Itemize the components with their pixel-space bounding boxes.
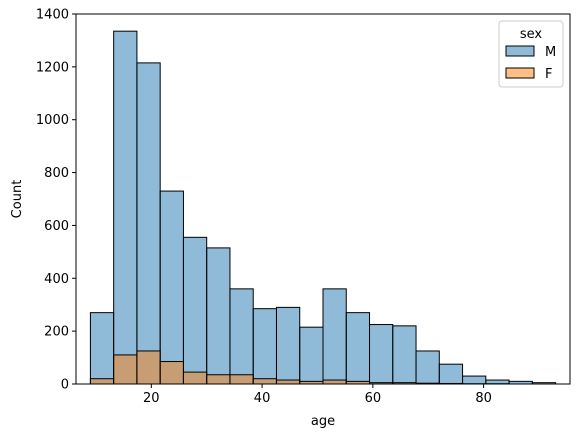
bar-m-0: [89, 312, 115, 385]
x-tick-label: 20: [143, 391, 160, 406]
plot-frame: [75, 13, 571, 385]
bar-f-10: [322, 379, 347, 385]
y-axis: 0 200 400 600 800 1000 1200 1400: [36, 8, 76, 393]
y-axis-title: Count: [10, 180, 25, 219]
legend-swatch-m: [505, 45, 535, 57]
bar-f-8: [275, 379, 301, 385]
bar-f-7: [252, 378, 277, 385]
legend: sex M F: [498, 20, 564, 88]
y-tick-label: 1000: [36, 113, 69, 128]
bar-m-9: [299, 326, 324, 385]
y-tick-label: 800: [44, 166, 69, 181]
bar-m-15: [438, 363, 464, 385]
bar-m-2: [136, 62, 161, 385]
bar-f-0: [89, 378, 115, 385]
bar-m-3: [159, 190, 184, 385]
x-tick-label: 80: [475, 391, 492, 406]
y-tick-label: 0: [61, 378, 69, 393]
series-m-bars: [89, 30, 557, 385]
legend-swatch-f: [505, 67, 535, 79]
x-axis: 20 40 60 80: [143, 384, 492, 406]
legend-label-f: F: [545, 67, 552, 82]
bar-m-14: [415, 350, 440, 385]
y-tick-label: 200: [44, 325, 69, 340]
bar-f-3: [159, 361, 184, 385]
x-tick-label: 60: [365, 391, 382, 406]
bar-f-2: [136, 350, 161, 385]
bar-m-5: [206, 247, 231, 385]
y-tick-label: 1200: [36, 60, 69, 75]
bar-m-16: [462, 375, 487, 385]
bar-f-4: [182, 371, 208, 385]
bar-f-5: [206, 374, 231, 385]
bar-m-12: [369, 324, 394, 385]
bar-m-7: [252, 308, 277, 385]
bar-m-11: [345, 312, 371, 385]
y-tick-label: 600: [44, 219, 69, 234]
y-tick-label: 400: [44, 272, 69, 287]
bar-m-4: [182, 236, 208, 385]
bar-m-10: [322, 288, 347, 385]
bar-m-6: [229, 288, 254, 385]
legend-label-m: M: [545, 45, 556, 60]
bar-m-1: [113, 30, 138, 385]
y-tick-label: 1400: [36, 8, 69, 23]
bar-m-13: [392, 325, 417, 385]
x-tick-label: 40: [254, 391, 271, 406]
bar-f-1: [113, 354, 138, 385]
bar-f-6: [229, 374, 254, 385]
legend-title: sex: [520, 27, 543, 42]
x-axis-title: age: [311, 414, 335, 429]
bar-m-8: [275, 306, 301, 385]
